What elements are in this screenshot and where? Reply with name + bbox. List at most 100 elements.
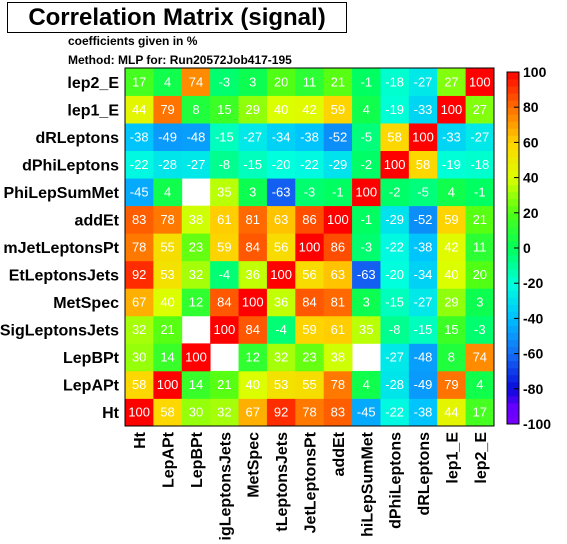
colorbar-segment	[507, 107, 519, 115]
cell-value-label: 58	[132, 377, 146, 392]
cell-value-label: -28	[385, 377, 404, 392]
heatmap-cell	[266, 150, 296, 179]
heatmap-cell	[266, 315, 296, 344]
cell-value-label: 86	[331, 240, 345, 255]
y-tick-label: LepAPt	[63, 378, 120, 395]
heatmap-cell	[210, 205, 239, 234]
heatmap-cell	[380, 370, 410, 399]
heatmap-cell	[295, 315, 325, 344]
heatmap-cell	[437, 205, 467, 234]
cell-value-label: 55	[160, 240, 174, 255]
cell-value-label: -48	[414, 350, 433, 365]
heatmap-cell	[181, 288, 211, 317]
cell-value-label: -34	[414, 267, 433, 282]
heatmap-cell	[295, 123, 325, 152]
cell-value-label: 100	[299, 240, 321, 255]
heatmap-cell	[238, 315, 268, 344]
cell-value-label: 3	[249, 184, 256, 199]
cell-value-label: 36	[274, 295, 288, 310]
cell-value-label: 100	[384, 157, 406, 172]
colorbar-tick-label: -20	[523, 275, 543, 291]
heatmap-cell	[408, 315, 438, 344]
cell-value-label: 40	[245, 377, 259, 392]
cell-value-label: -18	[385, 74, 404, 89]
y-tick-label: lep1_E	[67, 102, 119, 119]
heatmap-cell	[295, 260, 325, 289]
cell-value-label: 56	[302, 267, 316, 282]
cell-value-label: 74	[473, 350, 487, 365]
colorbar-segment	[507, 381, 519, 390]
cell-value-label: 14	[160, 350, 174, 365]
heatmap-cell	[153, 233, 183, 262]
cell-value-label: 79	[444, 377, 458, 392]
heatmap-cell	[380, 260, 410, 289]
heatmap-cell	[380, 233, 410, 262]
cell-value-label: 61	[331, 322, 345, 337]
x-tick-label: tLeptonsJets	[274, 432, 291, 532]
x-tick-label: MetSpec	[246, 432, 263, 498]
cell-value-label: -5	[417, 184, 429, 199]
heatmap-cell	[437, 370, 467, 399]
cell-value-label: 92	[132, 267, 146, 282]
heatmap-cell	[153, 178, 183, 207]
cell-value-label: 100	[128, 405, 150, 420]
cell-value-label: 11	[303, 74, 317, 89]
cell-value-label: 59	[331, 102, 345, 117]
cell-value-label: -4	[219, 267, 231, 282]
heatmap-cell	[295, 233, 325, 262]
heatmap-cell	[380, 123, 410, 152]
heatmap-cell	[153, 95, 183, 124]
cell-value-label: -19	[385, 102, 404, 117]
cell-value-label: -34	[272, 129, 291, 144]
x-tick-label: hiLepSumMet	[359, 431, 376, 537]
heatmap-cell	[210, 370, 239, 399]
cell-value-label: 53	[160, 267, 174, 282]
heatmap-cell	[153, 288, 183, 317]
heatmap-cell	[323, 150, 353, 179]
heatmap-cell	[352, 68, 381, 96]
cell-value-label: -1	[360, 212, 372, 227]
colorbar-segment	[507, 184, 519, 193]
colorbar-segment	[507, 135, 519, 143]
heatmap-cell	[266, 178, 296, 207]
colorbar-segment	[507, 121, 519, 129]
colorbar-segment	[507, 128, 519, 136]
cell-value-label: 100	[469, 74, 491, 89]
heatmap-cell	[352, 150, 381, 179]
heatmap-cell	[153, 260, 183, 289]
cell-value-label: -19	[442, 157, 461, 172]
heatmap-cell	[352, 260, 381, 289]
cell-value-label: 58	[160, 405, 174, 420]
cell-value-label: 38	[189, 212, 203, 227]
cell-value-label: 100	[355, 184, 377, 199]
heatmap-cell	[181, 398, 211, 427]
colorbar-segment	[507, 100, 519, 108]
heatmap-cell	[153, 370, 183, 399]
heatmap-cell	[380, 343, 410, 372]
colorbar-segment	[507, 318, 519, 326]
colorbar-segment	[507, 325, 519, 333]
heatmap-cell	[408, 343, 438, 372]
heatmap-cell	[323, 68, 353, 96]
colorbar-tick-label: -40	[523, 310, 543, 326]
chart-title: Correlation Matrix (signal)	[28, 4, 326, 31]
y-tick-label: EtLeptonsJets	[9, 268, 119, 285]
cell-value-label: 100	[327, 212, 349, 227]
heatmap-cell	[266, 260, 296, 289]
cell-value-label: 21	[217, 377, 231, 392]
cell-value-label: 59	[217, 240, 231, 255]
colorbar-tick-label: 80	[523, 99, 539, 115]
heatmap-cell	[210, 233, 239, 262]
heatmap-cell	[437, 68, 467, 96]
colorbar-segment	[507, 255, 519, 263]
cell-value-label: 40	[274, 102, 288, 117]
heatmap-cell	[125, 398, 154, 427]
cell-value-label: 15	[217, 102, 231, 117]
colorbar-segment	[507, 360, 519, 369]
heatmap-cell	[266, 370, 296, 399]
cell-value-label: -52	[328, 129, 347, 144]
heatmap-cell	[238, 233, 268, 262]
heatmap-cell	[181, 343, 211, 372]
colorbar-segment	[507, 79, 519, 87]
heatmap-cell	[465, 95, 495, 124]
